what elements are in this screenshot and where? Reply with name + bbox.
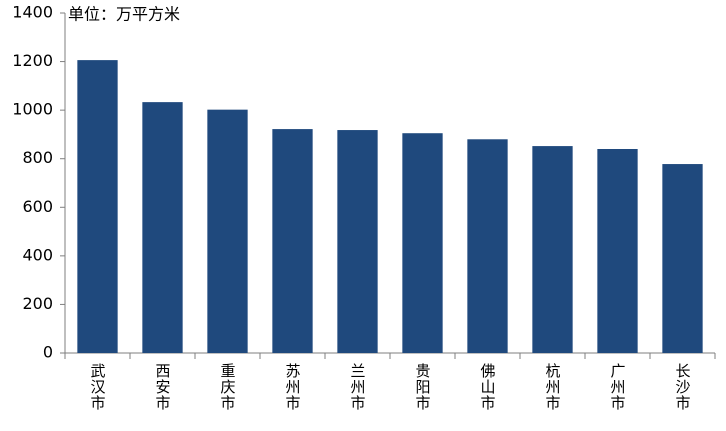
- bar: [207, 109, 248, 354]
- bar: [77, 60, 118, 353]
- y-tick-label: 1000: [12, 100, 53, 119]
- bar: [597, 149, 638, 353]
- x-tick-label: 广州市: [609, 363, 627, 411]
- x-tick-label: 苏州市: [284, 363, 302, 411]
- y-tick-label: 1400: [12, 3, 53, 22]
- x-tick-label: 长沙市: [674, 363, 692, 411]
- y-tick-label: 200: [22, 294, 53, 313]
- y-tick-label: 600: [22, 197, 53, 216]
- x-tick-label: 杭州市: [544, 363, 562, 411]
- chart-title: 单位：万平方米: [68, 5, 180, 24]
- bar: [142, 102, 183, 353]
- bar: [662, 164, 703, 353]
- bar: [532, 146, 573, 353]
- y-tick-label: 1200: [12, 51, 53, 70]
- bar: [272, 129, 313, 353]
- x-tick-label: 重庆市: [219, 363, 237, 411]
- x-tick-label: 佛山市: [479, 363, 497, 411]
- y-tick-label: 0: [43, 343, 53, 362]
- bar: [337, 130, 378, 353]
- x-tick-label: 贵阳市: [414, 363, 432, 411]
- bar: [402, 133, 443, 353]
- x-tick-label: 兰州市: [349, 363, 367, 411]
- y-tick-label: 400: [22, 245, 53, 264]
- x-tick-label: 西安市: [154, 363, 172, 411]
- y-tick-label: 800: [22, 148, 53, 167]
- bar: [467, 139, 508, 353]
- x-tick-label: 武汉市: [89, 363, 107, 411]
